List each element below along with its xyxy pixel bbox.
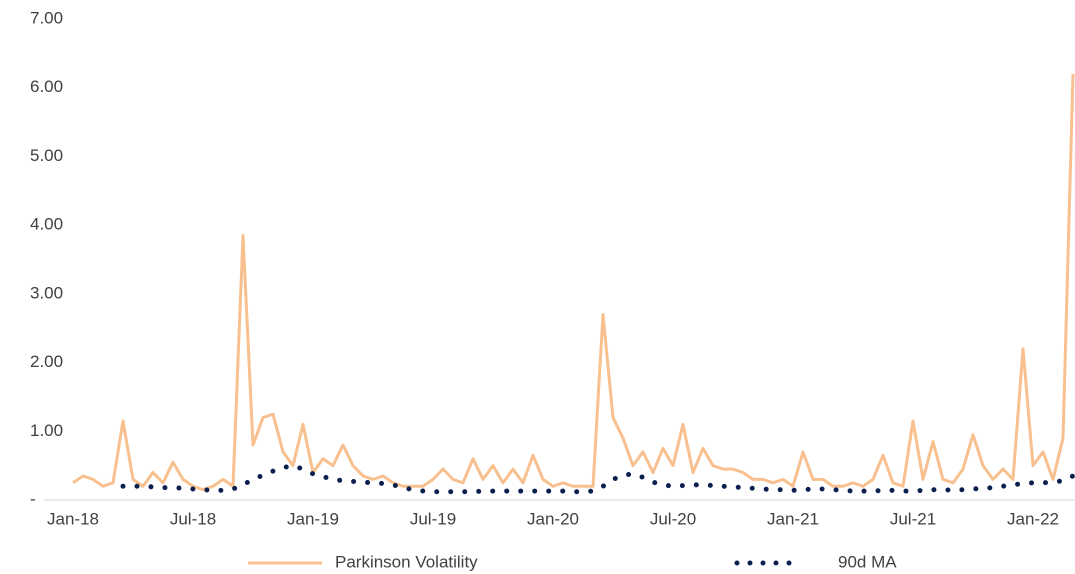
x-tick-label: Jul-18: [170, 509, 216, 528]
y-tick-label: 6.00: [30, 77, 63, 96]
series-line: [72, 73, 1075, 492]
x-tick-label: Jul-20: [650, 509, 696, 528]
y-tick-label: 7.00: [30, 8, 63, 27]
legend-label: Parkinson Volatility: [335, 552, 478, 571]
x-tick-label: Jul-19: [410, 509, 456, 528]
y-tick-label: 4.00: [30, 215, 63, 234]
x-tick-label: Jan-20: [527, 509, 579, 528]
x-tick-label: Jan-19: [287, 509, 339, 528]
x-tick-label: Jan-22: [1007, 509, 1059, 528]
y-tick-label: -: [30, 489, 36, 508]
y-tick-label: 2.00: [30, 352, 63, 371]
y-tick-label: 5.00: [30, 146, 63, 165]
y-tick-label: 1.00: [30, 421, 63, 440]
x-tick-label: Jan-18: [47, 509, 99, 528]
y-tick-label: 3.00: [30, 283, 63, 302]
x-tick-label: Jan-21: [767, 509, 819, 528]
series-line: [120, 463, 1075, 495]
legend-label: 90d MA: [838, 552, 897, 571]
x-tick-label: Jul-21: [890, 509, 936, 528]
